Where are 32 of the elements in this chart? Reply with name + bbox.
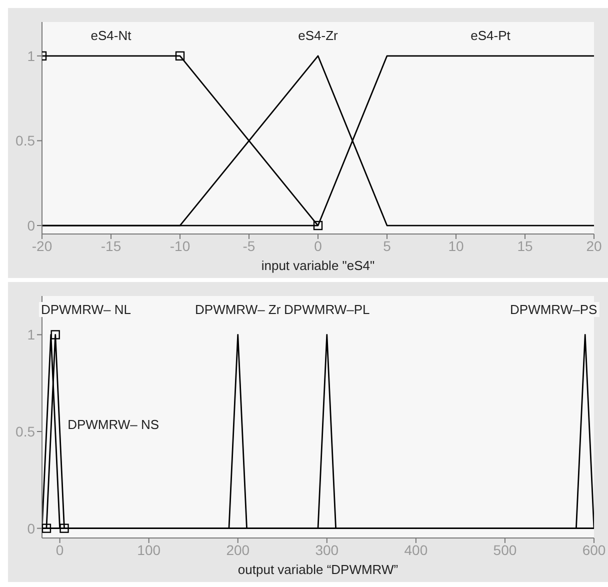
x-tick-label: -15 xyxy=(100,238,122,254)
y-tick-label: 1 xyxy=(27,48,36,64)
y-tick-label: 0.5 xyxy=(16,423,36,440)
x-tick-label: -20 xyxy=(32,238,52,254)
y-tick-label: 0 xyxy=(27,520,36,536)
x-tick-label: -10 xyxy=(170,238,190,254)
x-tick-label: 5 xyxy=(383,238,392,254)
series-label: DPWMRW– NL xyxy=(38,302,134,317)
x-tick-label: 10 xyxy=(448,238,464,254)
x-tick-label: 600 xyxy=(582,542,606,558)
x-tick-label: 200 xyxy=(226,542,250,558)
x-tick-label: -5 xyxy=(242,238,256,254)
x-tick-label: 20 xyxy=(586,238,602,254)
y-tick-label: 1 xyxy=(27,326,36,343)
x-tick-label: 100 xyxy=(137,542,161,558)
series-label: eS4-Zr xyxy=(296,28,340,43)
series-label: eS4-Nt xyxy=(88,28,134,43)
series-label: eS4-Pt xyxy=(468,28,512,43)
x-tick-label: 15 xyxy=(517,238,533,254)
series-label: DPWMRW– NS xyxy=(66,417,162,432)
series-label: DPWMRW– Zr xyxy=(193,302,283,317)
x-axis-title: input variable "eS4" xyxy=(260,258,376,273)
x-tick-label: 500 xyxy=(493,542,517,558)
series-label: DPWMRW–PL xyxy=(282,302,372,317)
x-tick-label: 400 xyxy=(404,542,428,558)
y-tick-label: 0.5 xyxy=(16,132,36,149)
x-tick-label: 300 xyxy=(315,542,339,558)
x-axis-title: output variable “DPWMRW” xyxy=(236,562,400,577)
x-tick-label: 0 xyxy=(314,238,322,254)
y-tick-label: 0 xyxy=(27,217,36,234)
x-tick-label: 0 xyxy=(56,542,64,558)
series-label: DPWMRW–PS xyxy=(508,302,600,317)
